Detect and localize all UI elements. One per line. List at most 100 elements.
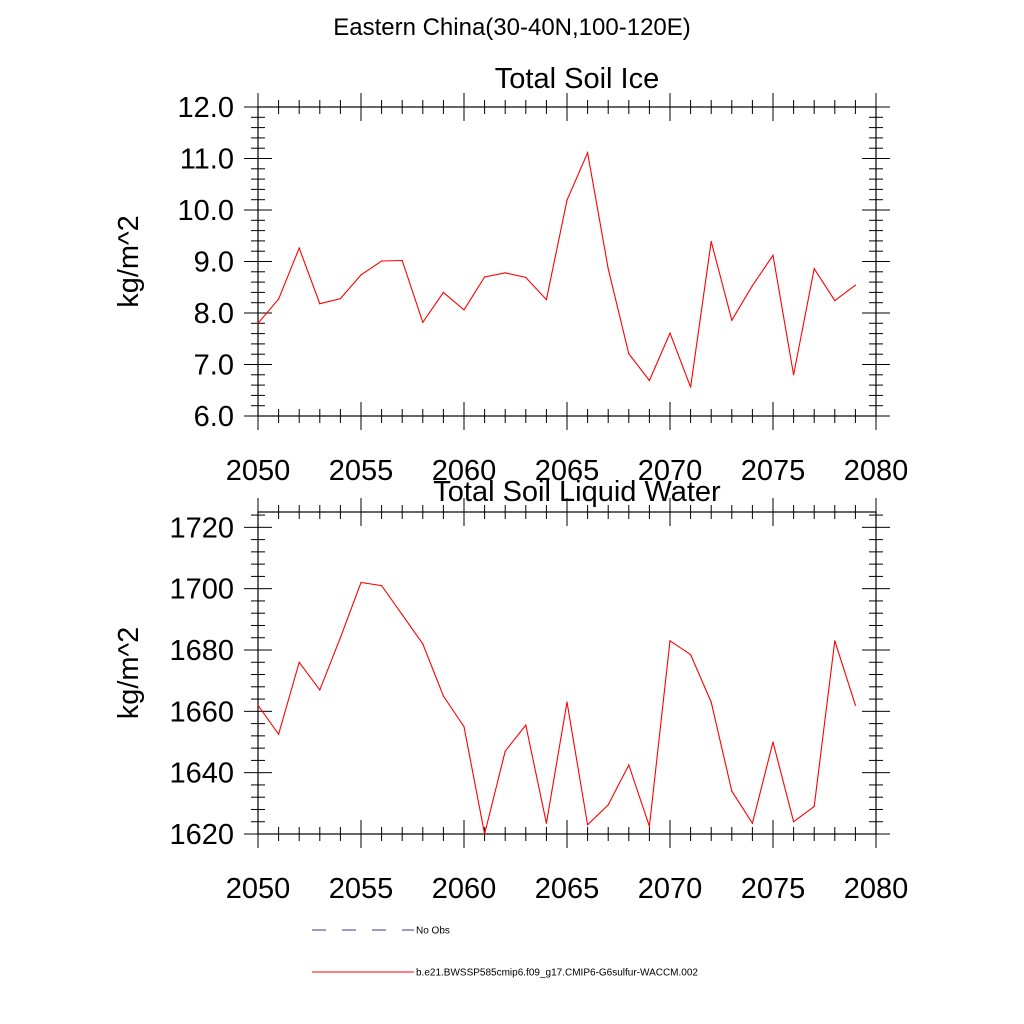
data-point bbox=[587, 152, 589, 154]
data-point bbox=[504, 272, 506, 274]
data-point bbox=[731, 790, 733, 792]
data-point bbox=[772, 254, 774, 256]
data-point bbox=[360, 581, 362, 584]
data-point bbox=[319, 303, 321, 305]
data-point bbox=[319, 689, 321, 691]
data-point bbox=[813, 805, 815, 808]
data-point bbox=[813, 268, 815, 270]
x-tick-label: 2075 bbox=[741, 455, 806, 487]
data-point bbox=[484, 276, 486, 278]
x-tick-label: 2065 bbox=[535, 873, 600, 905]
x-tick-label: 2055 bbox=[329, 455, 394, 487]
data-point bbox=[401, 259, 403, 262]
data-point bbox=[772, 741, 774, 743]
data-point bbox=[751, 822, 754, 824]
data-point bbox=[607, 804, 609, 806]
data-point bbox=[422, 643, 424, 645]
data-point bbox=[628, 764, 630, 766]
data-point bbox=[339, 637, 341, 639]
plot-frame bbox=[257, 511, 877, 835]
data-point bbox=[298, 661, 300, 663]
data-point bbox=[463, 726, 465, 728]
x-tick-label: 2075 bbox=[741, 873, 806, 905]
panel-title: Total Soil Ice bbox=[495, 63, 659, 95]
data-point bbox=[339, 297, 341, 300]
data-point bbox=[278, 298, 280, 300]
data-point bbox=[710, 240, 712, 243]
legend-label: b.e21.BWSSP585cmip6.f09_g17.CMIP6-G6sulf… bbox=[416, 968, 698, 979]
data-point bbox=[545, 299, 548, 301]
data-point bbox=[381, 260, 383, 262]
y-tick-label: 1720 bbox=[169, 512, 234, 544]
data-point bbox=[525, 724, 527, 726]
data-point bbox=[257, 704, 259, 706]
data-point bbox=[360, 274, 362, 276]
data-point bbox=[566, 701, 568, 703]
panel-total-soil-ice: Total Soil Ice kg/m^2 2050 2055 2060 2065 2070… bbox=[113, 63, 908, 487]
data-point bbox=[484, 833, 486, 835]
y-tick-label: 8.0 bbox=[194, 298, 234, 330]
data-point bbox=[648, 825, 651, 827]
y-tick-label: 1660 bbox=[169, 696, 234, 728]
y-tick-label: 9.0 bbox=[194, 247, 234, 279]
data-point bbox=[690, 386, 692, 388]
y-tick-label: 11.0 bbox=[180, 144, 234, 176]
data-point bbox=[587, 824, 589, 826]
data-point bbox=[422, 321, 424, 323]
data-point bbox=[463, 309, 465, 311]
x-tick-label: 2065 bbox=[535, 455, 600, 487]
data-point bbox=[628, 353, 630, 355]
data-point bbox=[854, 284, 857, 286]
x-tick-label: 2070 bbox=[638, 455, 703, 487]
y-axis-label: kg/m^2 bbox=[113, 215, 145, 308]
data-point bbox=[690, 654, 692, 656]
data-point bbox=[381, 585, 383, 587]
data-point bbox=[278, 733, 280, 735]
data-point bbox=[442, 291, 444, 293]
data-point bbox=[648, 379, 651, 382]
x-tick-label: 2070 bbox=[638, 873, 703, 905]
data-point bbox=[751, 285, 754, 287]
x-tick-label: 2080 bbox=[844, 873, 909, 905]
data-point bbox=[710, 701, 712, 703]
data-point bbox=[401, 614, 403, 616]
x-tick-label: 2050 bbox=[226, 455, 291, 487]
y-tick-label: 12.0 bbox=[178, 92, 234, 124]
x-tick-label: 2055 bbox=[329, 873, 394, 905]
x-tick-label: 2060 bbox=[432, 455, 497, 487]
y-tick-label: 10.0 bbox=[178, 195, 234, 227]
data-point bbox=[731, 319, 733, 321]
y-tick-label: 1620 bbox=[169, 819, 234, 851]
data-point bbox=[834, 300, 836, 302]
legend: No Obs b.e21.BWSSP585cmip6.f09_g17.CMIP6-… bbox=[312, 926, 698, 979]
data-point bbox=[834, 640, 836, 642]
panel-total-soil-liquid-water: Total Soil Liquid Water kg/m^2 2050 2055 206… bbox=[113, 476, 908, 905]
y-tick-label: 1640 bbox=[169, 758, 234, 790]
data-point bbox=[793, 821, 795, 823]
figure-title: Eastern China(30-40N,100-120E) bbox=[333, 14, 691, 41]
data-point bbox=[298, 247, 300, 249]
data-point bbox=[566, 199, 568, 201]
data-point bbox=[504, 750, 506, 752]
series-line bbox=[257, 581, 856, 835]
series-line bbox=[257, 150, 856, 388]
x-tick-label: 2060 bbox=[432, 873, 497, 905]
data-point bbox=[442, 695, 444, 697]
x-tick-label: 2050 bbox=[226, 873, 291, 905]
data-point bbox=[793, 374, 795, 376]
data-point bbox=[525, 276, 527, 279]
y-tick-label: 1700 bbox=[169, 574, 234, 606]
data-point bbox=[669, 640, 671, 642]
legend-label: No Obs bbox=[416, 926, 450, 937]
y-tick-label: 7.0 bbox=[194, 350, 234, 382]
data-point bbox=[545, 822, 548, 824]
data-point bbox=[854, 704, 857, 706]
plot-frame bbox=[257, 106, 877, 417]
data-point bbox=[607, 268, 609, 270]
panel-title: Total Soil Liquid Water bbox=[433, 476, 721, 508]
y-tick-label: 6.0 bbox=[194, 401, 234, 433]
x-tick-label: 2080 bbox=[844, 455, 909, 487]
y-axis-label: kg/m^2 bbox=[113, 627, 145, 720]
data-point bbox=[669, 332, 671, 334]
